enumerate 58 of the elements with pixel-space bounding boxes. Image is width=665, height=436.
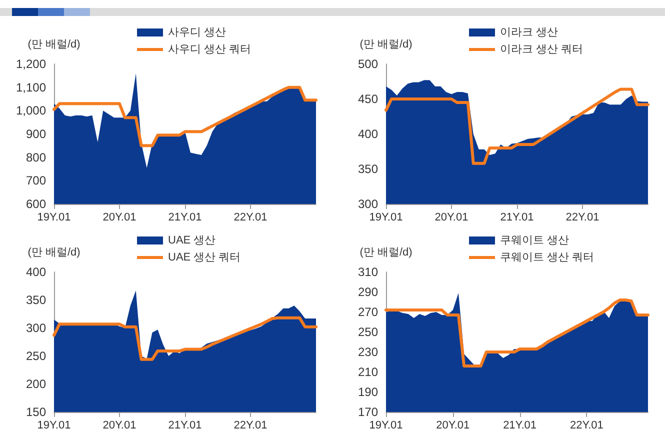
- y-tick-label: 250: [26, 349, 46, 363]
- y-tick-label: 1,200: [16, 57, 46, 71]
- x-tick-label: 22Y.01: [234, 420, 268, 432]
- x-tick-label: 22Y.01: [570, 420, 604, 432]
- y-tick-label: 700: [26, 174, 46, 188]
- y-tick-label: 210: [358, 365, 378, 379]
- y-tick-label: 450: [358, 92, 378, 106]
- legend-label: 사우디 생산 쿼터: [168, 44, 252, 56]
- y-tick-label: 1,100: [16, 80, 46, 94]
- line-series: [52, 86, 318, 148]
- x-tick-label: 20Y.01: [102, 212, 136, 224]
- x-tick-label: 19Y.01: [369, 212, 403, 224]
- x-tick-label: 21Y.01: [500, 212, 534, 224]
- y-tick-label: 1,000: [16, 104, 46, 118]
- y-tick-label: 300: [26, 321, 46, 335]
- y-axis-title: (만 배럴/d): [360, 246, 412, 258]
- x-tick-label: 22Y.01: [234, 212, 268, 224]
- legend-label: 사우디 생산: [168, 26, 226, 38]
- y-tick-label: 350: [358, 162, 378, 176]
- line-series: [52, 316, 318, 361]
- legend-label: 이라크 생산: [500, 26, 558, 38]
- legend-label: 쿠웨이트 생산: [500, 234, 570, 246]
- y-tick-label: 290: [358, 285, 378, 299]
- legend-label: 쿠웨이트 생산 쿼터: [500, 252, 594, 264]
- y-tick-label: 500: [358, 57, 378, 71]
- y-tick-label: 900: [26, 127, 46, 141]
- x-tick-label: 21Y.01: [168, 420, 202, 432]
- x-tick-label: 21Y.01: [168, 212, 202, 224]
- y-axis-title: (만 배럴/d): [360, 38, 412, 50]
- y-axis-title: (만 배럴/d): [28, 38, 80, 50]
- y-tick-label: 400: [26, 265, 46, 279]
- x-tick-label: 19Y.01: [37, 212, 71, 224]
- line-series: [384, 298, 650, 368]
- y-tick-label: 350: [26, 293, 46, 307]
- x-tick-label: 21Y.01: [503, 420, 537, 432]
- legend-label: UAE 생산: [168, 234, 216, 246]
- legend-label: UAE 생산 쿼터: [168, 252, 241, 264]
- y-tick-label: 250: [358, 325, 378, 339]
- y-tick-label: 800: [26, 150, 46, 164]
- y-tick-label: 270: [358, 305, 378, 319]
- x-tick-label: 19Y.01: [369, 420, 403, 432]
- y-tick-label: 150: [26, 405, 46, 419]
- y-tick-label: 170: [358, 405, 378, 419]
- x-tick-label: 20Y.01: [434, 212, 468, 224]
- line-series: [384, 88, 650, 165]
- y-tick-label: 230: [358, 345, 378, 359]
- y-tick-label: 190: [358, 385, 378, 399]
- y-tick-label: 600: [26, 197, 46, 211]
- legend-label: 이라크 생산 쿼터: [500, 44, 584, 56]
- y-tick-label: 200: [26, 377, 46, 391]
- x-tick-label: 19Y.01: [37, 420, 71, 432]
- x-tick-label: 22Y.01: [566, 212, 600, 224]
- x-tick-label: 20Y.01: [436, 420, 470, 432]
- y-axis-title: (만 배럴/d): [28, 246, 80, 258]
- y-tick-label: 310: [358, 265, 378, 279]
- x-tick-label: 20Y.01: [102, 420, 136, 432]
- y-tick-label: 300: [358, 197, 378, 211]
- y-tick-label: 400: [358, 127, 378, 141]
